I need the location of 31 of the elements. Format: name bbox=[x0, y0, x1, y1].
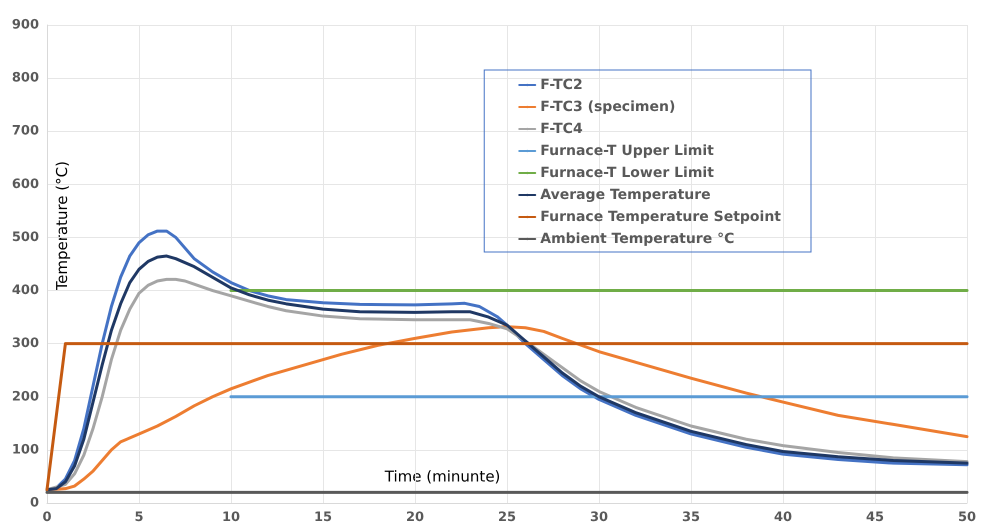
x-axis-title: Time (minunte) bbox=[384, 468, 500, 486]
x-tick-label: 45 bbox=[866, 510, 884, 525]
x-tick-label: 25 bbox=[498, 510, 516, 525]
x-tick-label: 30 bbox=[590, 510, 608, 525]
y-tick-label: 200 bbox=[12, 389, 39, 404]
y-axis-title: Temperature (°C) bbox=[53, 161, 71, 292]
y-tick-label: 800 bbox=[12, 70, 39, 86]
x-tick-label: 15 bbox=[314, 510, 332, 525]
legend-label: Ambient Temperature °C bbox=[540, 231, 734, 247]
legend-label: Furnace-T Upper Limit bbox=[540, 143, 714, 159]
x-tick-label: 50 bbox=[958, 510, 976, 525]
legend-label: F-TC2 bbox=[540, 77, 583, 93]
y-tick-label: 500 bbox=[12, 230, 39, 245]
y-tick-label: 900 bbox=[12, 18, 39, 32]
y-tick-label: 300 bbox=[12, 336, 39, 352]
y-tick-label: 400 bbox=[12, 283, 39, 298]
x-tick-label: 35 bbox=[682, 510, 700, 525]
y-tick-label: 0 bbox=[30, 496, 39, 510]
x-tick-label: 40 bbox=[774, 510, 792, 525]
y-tick-label: 600 bbox=[12, 176, 39, 192]
legend-label: Average Temperature bbox=[540, 187, 711, 203]
x-tick-label: 5 bbox=[134, 510, 144, 525]
x-tick-label: 10 bbox=[222, 510, 240, 525]
legend-label: F-TC3 (specimen) bbox=[540, 99, 676, 115]
x-tick-label: 0 bbox=[42, 510, 52, 525]
y-tick-label: 100 bbox=[12, 442, 39, 458]
y-tick-label: 700 bbox=[12, 124, 39, 139]
x-tick-label: 20 bbox=[406, 510, 424, 525]
legend-label: Furnace-T Lower Limit bbox=[540, 165, 714, 181]
legend-label: F-TC4 bbox=[540, 121, 583, 137]
legend-label: Furnace Temperature Setpoint bbox=[540, 209, 782, 225]
